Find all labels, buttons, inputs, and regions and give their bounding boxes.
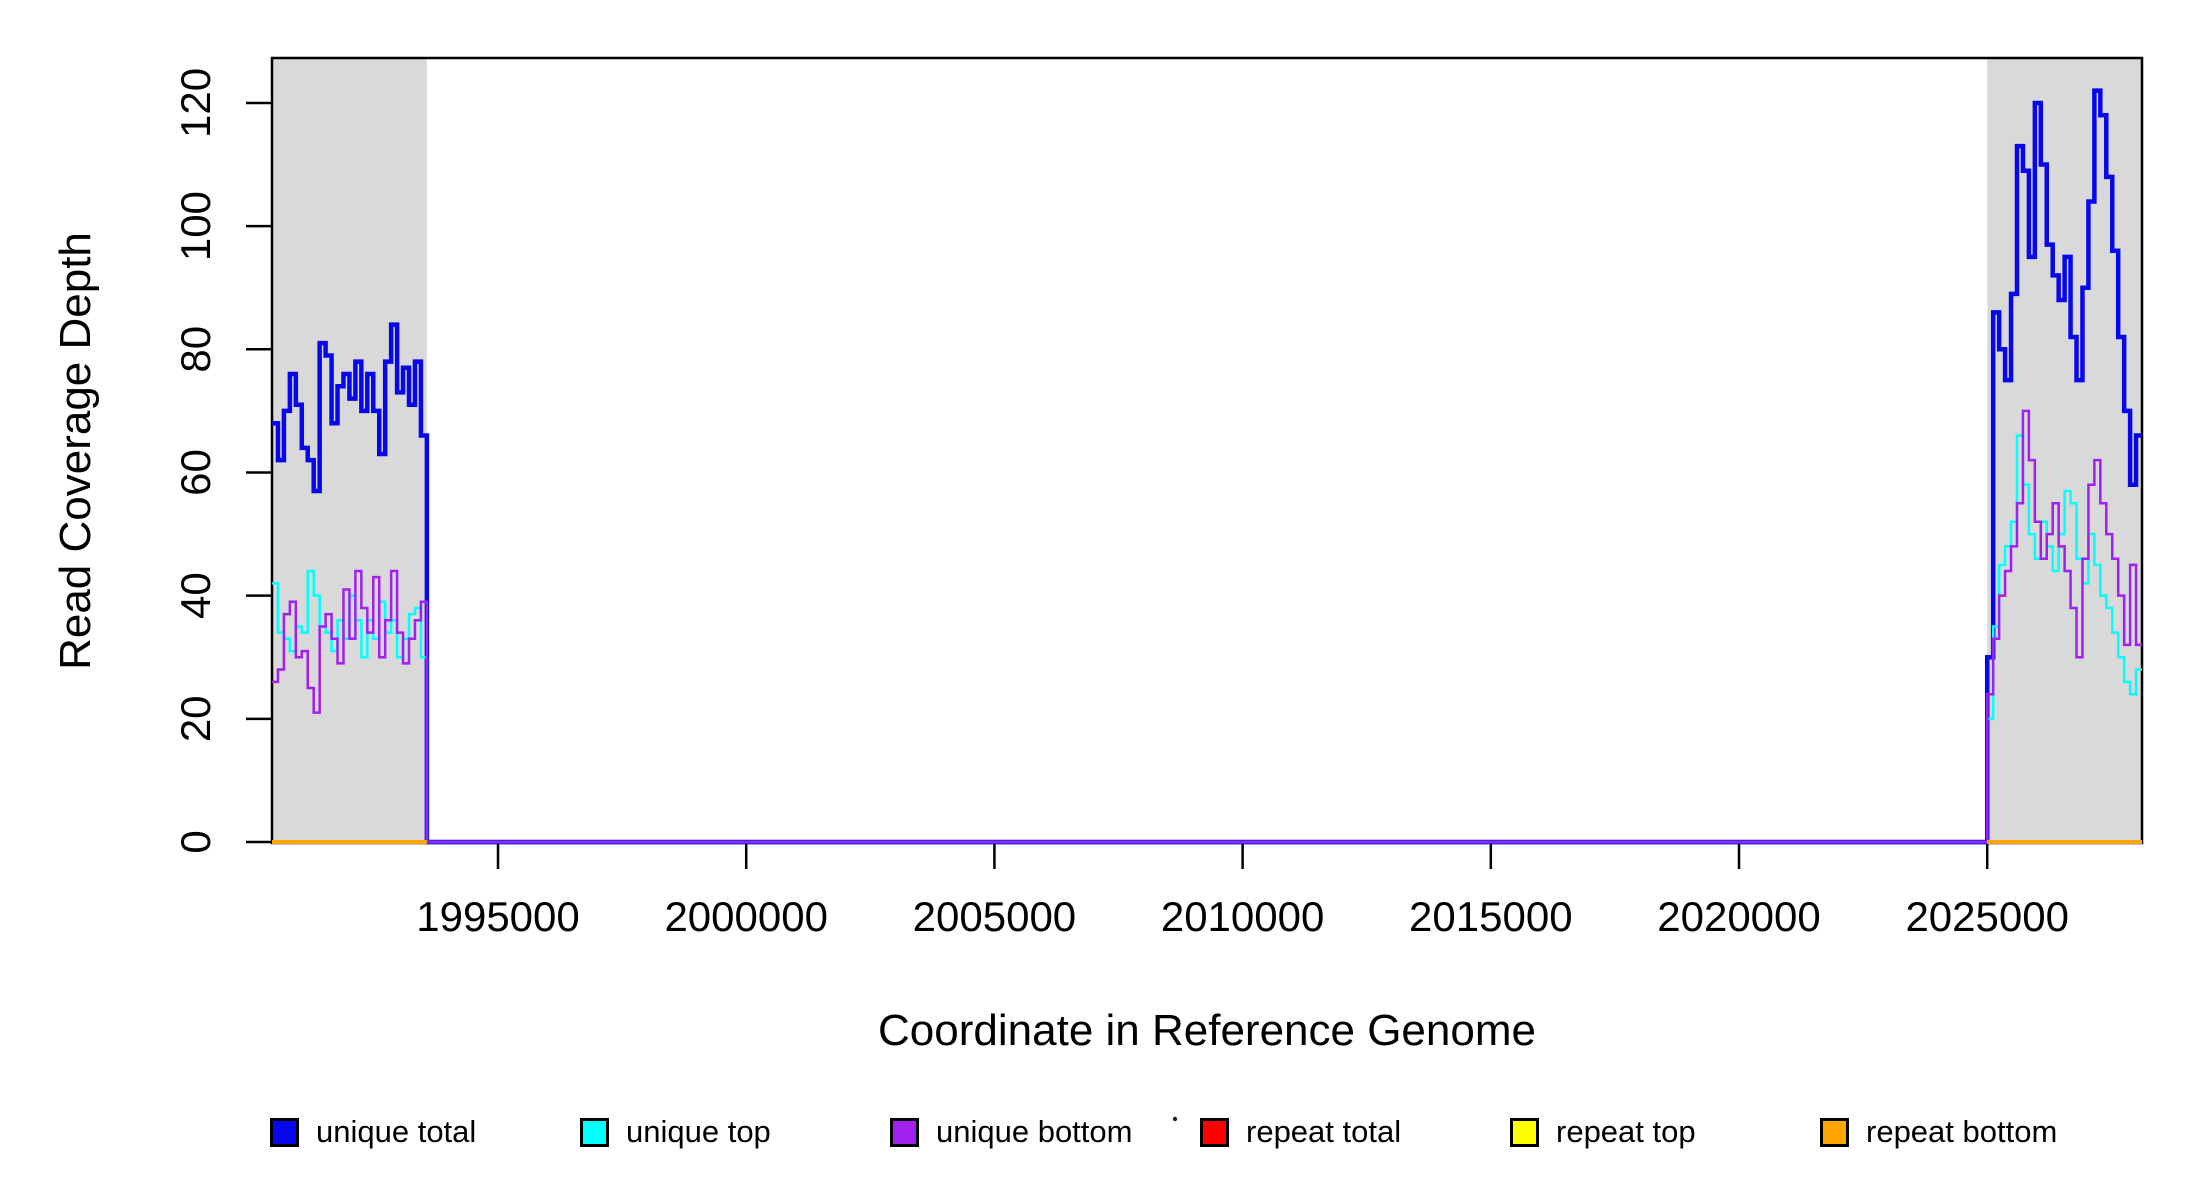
legend-item-label: repeat bottom	[1866, 1114, 2058, 1149]
x-axis-title: Coordinate in Reference Genome	[878, 1006, 1536, 1055]
repeat-top-swatch-icon	[1510, 1117, 1539, 1147]
series-unique-total	[272, 88, 2142, 845]
y-tick-label: 120	[172, 68, 219, 138]
y-tick-label: 0	[172, 830, 219, 853]
unique-top-swatch-icon	[580, 1117, 609, 1147]
unique-total-swatch-icon	[270, 1117, 299, 1147]
legend-item-unique-top: unique top	[580, 1114, 771, 1150]
legend-item-label: repeat top	[1556, 1114, 1696, 1149]
stray-dot	[1172, 1116, 1178, 1122]
legend-item-unique-bottom: unique bottom	[890, 1114, 1132, 1150]
legend-item-label: unique bottom	[936, 1114, 1133, 1149]
series-unique-bottom	[272, 409, 2142, 844]
x-tick-label: 2020000	[1657, 893, 1821, 940]
legend-item-unique-total: unique total	[270, 1114, 476, 1150]
legend-item-label: unique total	[316, 1114, 477, 1149]
legend-item-repeat-total: repeat total	[1200, 1114, 1401, 1150]
x-tick-label: 2015000	[1409, 893, 1573, 940]
x-tick-label: 1995000	[416, 893, 580, 940]
x-tick-label: 2025000	[1905, 893, 2069, 940]
y-tick-label: 60	[172, 449, 219, 496]
legend: unique total unique top unique bottom re…	[0, 1114, 2200, 1174]
repeat-region-shading	[272, 58, 427, 843]
series-unique-top	[272, 434, 2142, 844]
y-tick-label: 100	[172, 191, 219, 261]
y-tick-label: 80	[172, 326, 219, 373]
x-tick-label: 2010000	[1161, 893, 1325, 940]
y-tick-label: 40	[172, 572, 219, 619]
repeat-bottom-swatch-icon	[1820, 1117, 1849, 1147]
repeat-region-shading	[1987, 58, 2142, 843]
y-tick-label: 20	[172, 695, 219, 742]
plot-border	[270, 56, 2144, 845]
unique-bottom-swatch-icon	[890, 1117, 919, 1147]
legend-item-label: repeat total	[1246, 1114, 1402, 1149]
legend-item-label: unique top	[626, 1114, 771, 1149]
x-tick-label: 2000000	[664, 893, 828, 940]
repeat-total-swatch-icon	[1200, 1117, 1229, 1147]
y-axis-title: Read Coverage Depth	[51, 232, 100, 670]
chart-layer: 0 20 40 60 80 100 120 1995000 2000000 2005000 2010…	[172, 56, 2144, 940]
legend-item-repeat-bottom: repeat bottom	[1820, 1114, 2057, 1150]
legend-item-repeat-top: repeat top	[1510, 1114, 1696, 1150]
x-tick-label: 2005000	[913, 893, 1077, 940]
